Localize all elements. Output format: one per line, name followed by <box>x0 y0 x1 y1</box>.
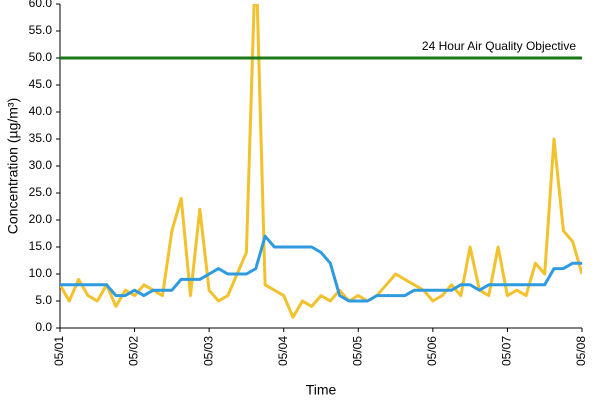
y-tick-label: 5.0 <box>35 293 52 307</box>
data-line <box>60 234 582 303</box>
y-tick-label: 30.0 <box>29 158 53 172</box>
y-tick-label: 40.0 <box>29 104 53 118</box>
y-tick-label: 45.0 <box>29 77 53 91</box>
x-axis-title: Time <box>306 382 337 398</box>
x-tick-label: 05/08 <box>574 336 588 366</box>
y-tick-label: 35.0 <box>29 131 53 145</box>
y-tick-label: 15.0 <box>29 239 53 253</box>
y-tick-label: 50.0 <box>29 50 53 64</box>
x-tick-label: 05/04 <box>276 336 290 366</box>
y-tick-label: 10.0 <box>29 266 53 280</box>
y-tick-label: 0.0 <box>35 320 52 334</box>
y-tick-label: 60.0 <box>29 0 53 10</box>
data-line <box>60 4 582 319</box>
x-tick-label: 05/07 <box>500 336 514 366</box>
y-tick-label: 20.0 <box>29 212 53 226</box>
x-tick-label: 05/03 <box>201 336 215 366</box>
y-tick-label: 55.0 <box>29 23 53 37</box>
x-tick-label: 05/01 <box>52 336 66 366</box>
y-axis-title: Concentration (µg/m³) <box>5 98 21 234</box>
x-tick-label: 05/02 <box>127 336 141 366</box>
y-tick-label: 25.0 <box>29 185 53 199</box>
x-tick-label: 05/05 <box>350 336 364 366</box>
x-tick-label: 05/06 <box>425 336 439 366</box>
objective-label: 24 Hour Air Quality Objective <box>422 39 576 53</box>
